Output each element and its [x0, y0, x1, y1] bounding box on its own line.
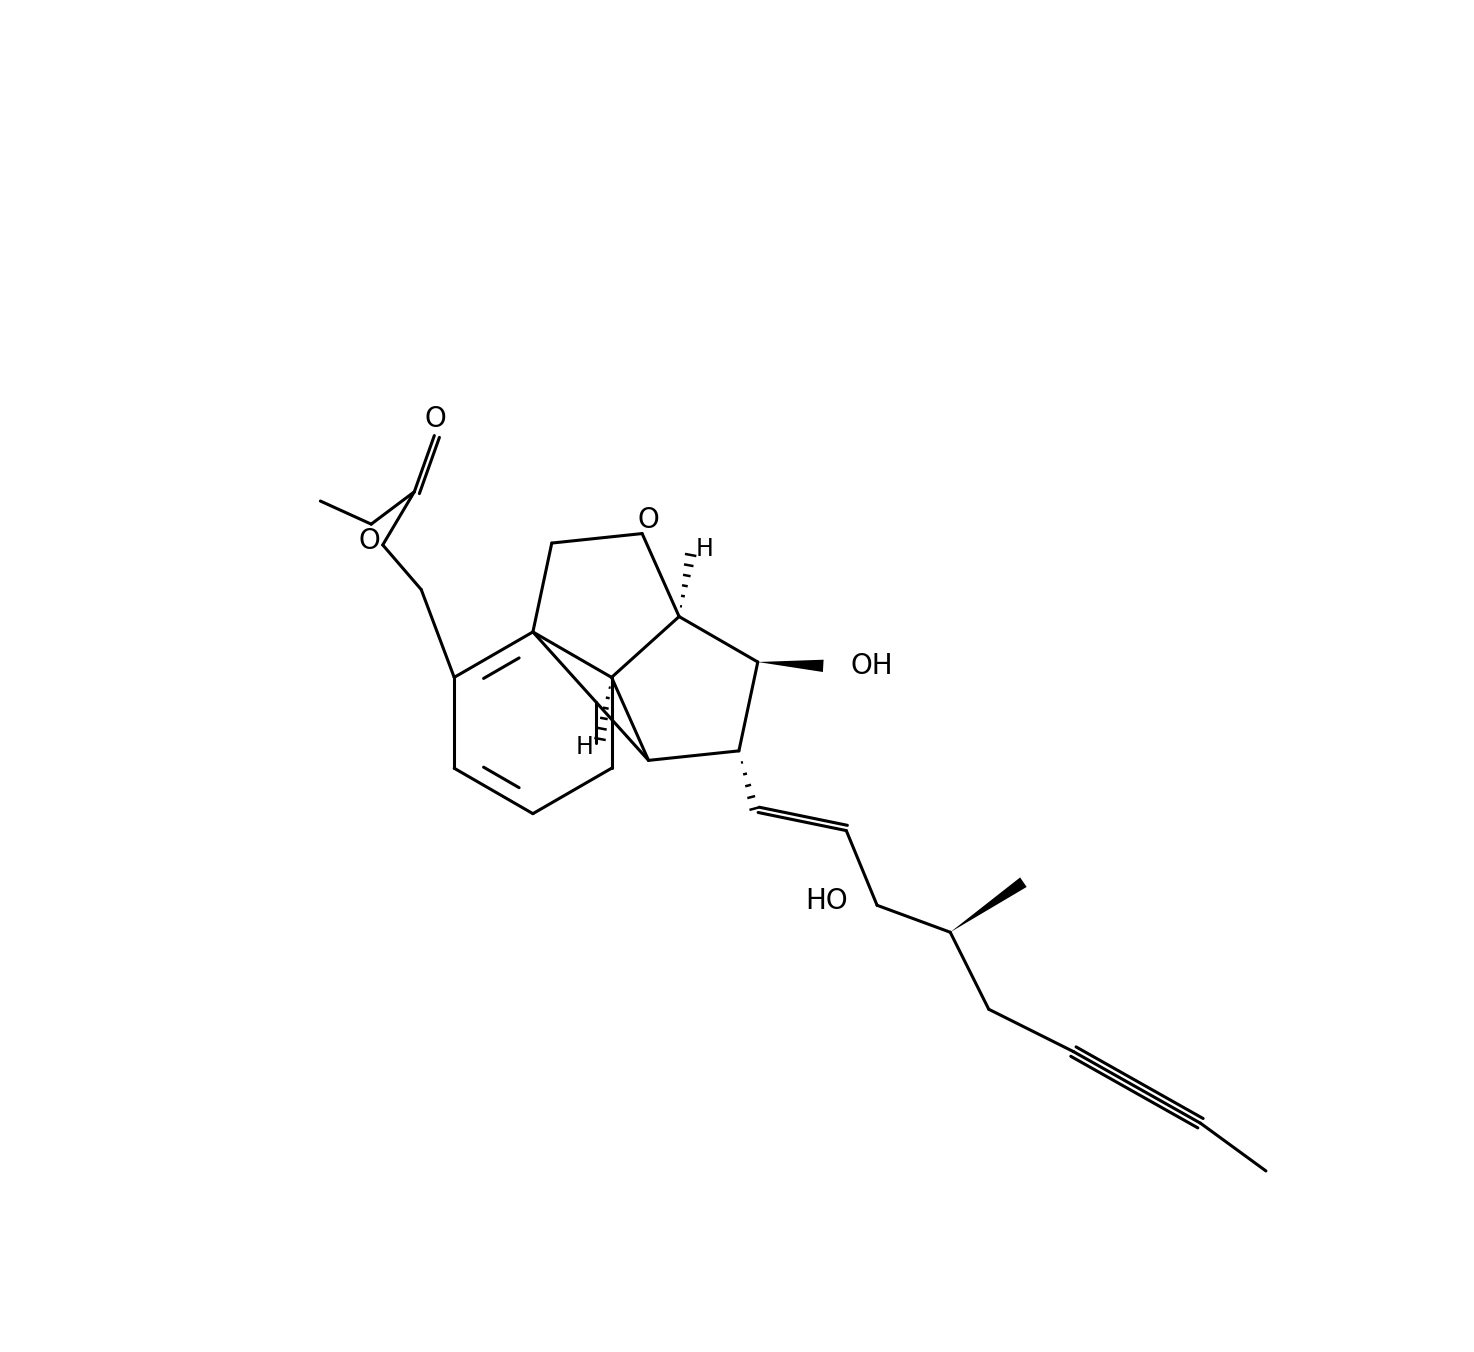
Polygon shape: [951, 877, 1027, 933]
Text: O: O: [358, 527, 380, 556]
Text: HO: HO: [806, 887, 849, 915]
Polygon shape: [758, 660, 824, 672]
Text: H: H: [576, 734, 594, 758]
Text: O: O: [425, 404, 447, 433]
Text: OH: OH: [850, 652, 893, 680]
Text: O: O: [637, 506, 659, 534]
Text: H: H: [696, 537, 713, 561]
